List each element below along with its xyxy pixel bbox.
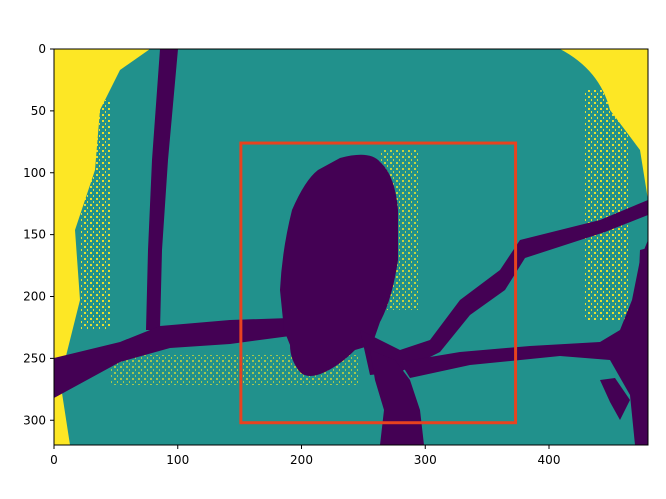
y-tick-label: 150 — [23, 228, 46, 242]
x-axis: 0 100 200 300 400 — [50, 445, 560, 467]
y-tick-label: 100 — [23, 166, 46, 180]
axes-frame — [53, 48, 649, 446]
region-branch-left — [54, 318, 340, 398]
x-tick-label: 200 — [290, 453, 313, 467]
y-tick-label: 250 — [23, 351, 46, 365]
x-tick-label: 100 — [166, 453, 189, 467]
speckle-right — [585, 90, 630, 320]
y-axis: 0 50 100 150 200 250 300 — [23, 42, 54, 427]
y-tick-label: 300 — [23, 413, 46, 427]
x-tick-label: 0 — [50, 453, 58, 467]
region-left-pole — [146, 49, 178, 330]
x-tick-label: 400 — [538, 453, 561, 467]
region-branch-right — [360, 200, 648, 375]
speckle-left — [80, 100, 110, 330]
y-tick-label: 0 — [38, 42, 46, 56]
y-tick-label: 50 — [31, 104, 46, 118]
x-tick-label: 300 — [414, 453, 437, 467]
highlight-box — [239, 141, 518, 425]
region-bird — [280, 154, 398, 376]
region-branch-lower — [400, 240, 648, 445]
heatmap-image — [54, 49, 648, 445]
y-tick-label: 200 — [23, 290, 46, 304]
region-twigs — [600, 248, 648, 420]
